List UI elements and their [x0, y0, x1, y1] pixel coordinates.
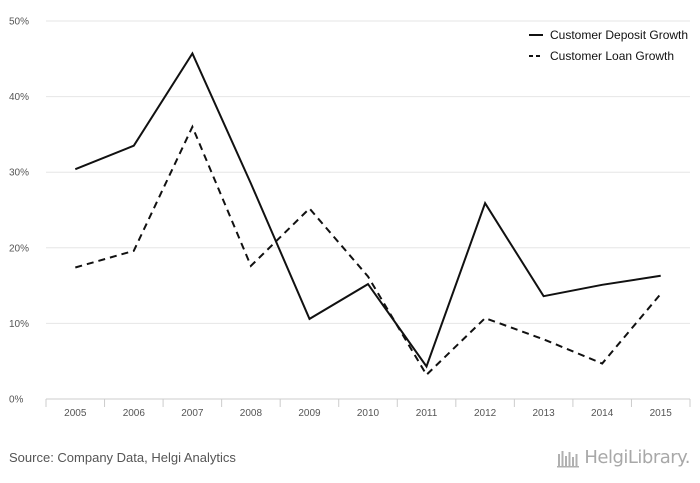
x-tick-label: 2015 — [650, 408, 673, 419]
x-tick-label: 2014 — [591, 408, 614, 419]
y-tick-label: 40% — [9, 92, 29, 103]
x-tick-label: 2010 — [357, 408, 380, 419]
line-chart: 0%10%20%30%40%50% 2005 2006 2007 2008 2009 20… — [9, 17, 691, 419]
x-tick-label: 2009 — [298, 408, 321, 419]
gridlines — [46, 20, 690, 324]
x-tick-label: 2013 — [533, 408, 556, 419]
brand-name: HelgiLibrary. — [584, 447, 690, 468]
legend: Customer Deposit Growth Customer Loan Gro… — [529, 28, 688, 63]
library-icon — [557, 450, 580, 467]
x-tick-label: 2011 — [416, 408, 438, 419]
series-line-2 — [75, 124, 662, 377]
y-tick-label: 0% — [9, 395, 24, 406]
x-tick-label: 2008 — [240, 408, 263, 419]
y-tick-label: 50% — [9, 17, 29, 28]
x-tick-label: 2012 — [474, 408, 497, 419]
y-tick-label: 10% — [9, 319, 29, 330]
y-tick-label: 20% — [9, 243, 29, 254]
x-tick-label: 2005 — [64, 408, 87, 419]
series-line-1 — [74, 51, 661, 369]
y-tick-label: 30% — [9, 168, 29, 179]
series-lines — [74, 51, 662, 377]
x-tick-label: 2007 — [181, 408, 204, 419]
x-tick-label: 2006 — [123, 408, 146, 419]
brand-logo: HelgiLibrary. — [557, 447, 690, 468]
legend-label-1: Customer Deposit Growth — [550, 28, 688, 42]
legend-label-2: Customer Loan Growth — [550, 49, 674, 63]
source-note: Source: Company Data, Helgi Analytics — [9, 450, 236, 465]
x-axis: 2005 2006 2007 2008 2009 2010 2011 2012 2013 2014… — [45, 398, 691, 419]
y-axis: 0% 10% 20% 30% 40% 50% — [9, 17, 29, 406]
